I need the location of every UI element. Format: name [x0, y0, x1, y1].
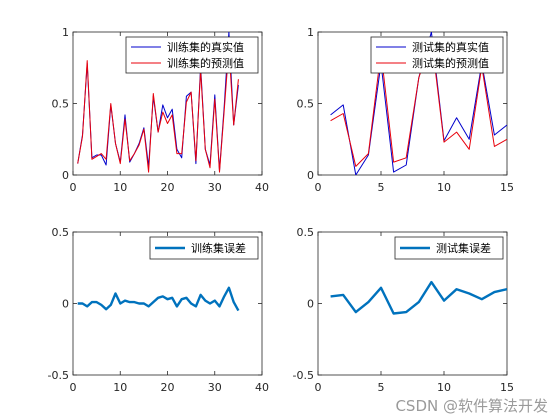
legend-box	[149, 236, 259, 260]
x-tick-label: 30	[208, 381, 222, 394]
y-tick-label: 0.5	[52, 226, 70, 239]
y-tick-label: 0	[62, 169, 69, 182]
series-line-test-values-1	[330, 37, 507, 167]
legend-test-error: 测试集误差	[394, 236, 504, 260]
legend-label: 训练集误差	[191, 241, 246, 255]
x-tick-label: 10	[437, 181, 451, 194]
y-tick-label: 0	[307, 169, 314, 182]
series-line-train-error-0	[77, 286, 240, 312]
y-tick-label: 0.5	[52, 98, 70, 111]
y-tick-label: -0.5	[293, 369, 314, 382]
x-tick-label: 0	[70, 181, 77, 194]
legend-box	[125, 36, 259, 74]
legend-box	[394, 236, 504, 260]
legend-box	[370, 36, 504, 74]
x-tick-label: 40	[255, 381, 269, 394]
x-tick-label: 5	[378, 181, 385, 194]
series-line-test-error-0	[330, 280, 507, 315]
y-tick-label: 1	[62, 26, 69, 39]
x-tick-label: 0	[315, 181, 322, 194]
x-tick-label: 0	[70, 381, 77, 394]
y-tick-label: 0	[307, 298, 314, 311]
y-tick-label: -0.5	[48, 369, 69, 382]
legend-label: 训练集的真实值	[167, 40, 244, 54]
x-tick-label: 10	[113, 381, 127, 394]
x-tick-label: 20	[161, 381, 175, 394]
y-tick-label: 1	[307, 26, 314, 39]
legend-label: 训练集的预测值	[167, 56, 244, 70]
x-tick-label: 10	[113, 181, 127, 194]
x-tick-label: 30	[208, 181, 222, 194]
x-tick-label: 15	[500, 381, 514, 394]
y-tick-label: 0.5	[297, 226, 315, 239]
x-tick-label: 0	[315, 381, 322, 394]
x-tick-label: 40	[255, 181, 269, 194]
x-tick-label: 10	[437, 381, 451, 394]
legend-label: 测试集的真实值	[412, 40, 489, 54]
legend-label: 测试集误差	[436, 241, 491, 255]
y-tick-label: 0.5	[297, 98, 315, 111]
x-tick-label: 5	[378, 381, 385, 394]
x-tick-label: 20	[161, 181, 175, 194]
watermark-text: CSDN @软件算法开发	[395, 397, 548, 415]
y-tick-label: 0	[62, 298, 69, 311]
legend-label: 测试集的预测值	[412, 56, 489, 70]
series-line-train-values-1	[77, 47, 239, 173]
legend-train-error: 训练集误差	[149, 236, 259, 260]
x-tick-label: 15	[500, 181, 514, 194]
